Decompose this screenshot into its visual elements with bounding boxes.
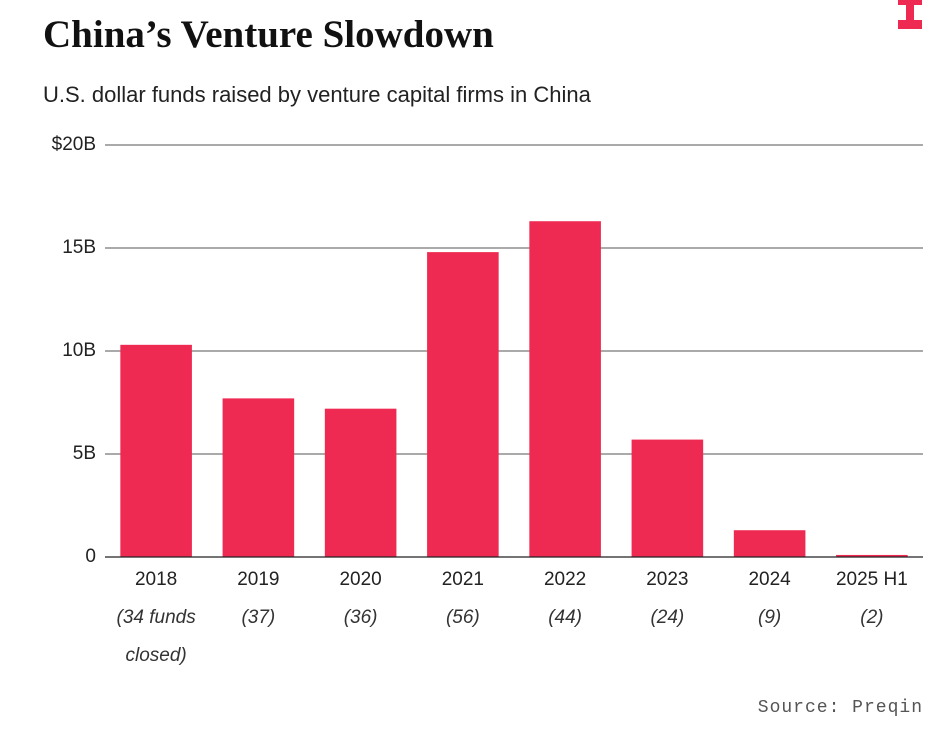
x-tick-label: 2020 <box>339 569 381 590</box>
fund-count: (37) <box>241 607 276 628</box>
fund-count: (2) <box>860 607 884 628</box>
fund-count: (34 funds closed) <box>116 607 196 666</box>
bar <box>427 252 499 557</box>
bar <box>836 554 908 557</box>
x-tick-label: 2018 <box>135 569 177 590</box>
bar <box>324 408 397 557</box>
fund-count: (9) <box>758 607 782 628</box>
y-tick-label: 0 <box>85 546 96 567</box>
x-tick-label: 2025 H1 <box>836 569 908 590</box>
x-tick-label: 2021 <box>442 569 484 590</box>
y-tick-label: 10B <box>62 340 96 361</box>
logo <box>898 0 922 29</box>
bar <box>529 221 601 557</box>
x-tick-label: 2023 <box>646 569 688 590</box>
y-tick-label: 5B <box>73 443 96 464</box>
source: Source: Preqin <box>758 698 923 718</box>
fund-count: (24) <box>650 607 685 628</box>
chart-subtitle: U.S. dollar funds raised by venture capi… <box>43 82 592 107</box>
fund-count: (44) <box>548 607 583 628</box>
y-tick-label: 15B <box>62 237 96 258</box>
bar <box>733 530 806 557</box>
chart-title: China’s Venture Slowdown <box>43 13 494 56</box>
bar <box>222 398 295 557</box>
bar <box>120 344 192 557</box>
fund-count: (36) <box>343 607 378 628</box>
x-tick-label: 2022 <box>544 569 586 590</box>
fund-count: (56) <box>445 607 480 628</box>
bar <box>631 439 704 557</box>
y-tick-label: $20B <box>52 134 96 155</box>
x-tick-label: 2019 <box>237 569 279 590</box>
x-tick-label: 2024 <box>748 569 791 590</box>
